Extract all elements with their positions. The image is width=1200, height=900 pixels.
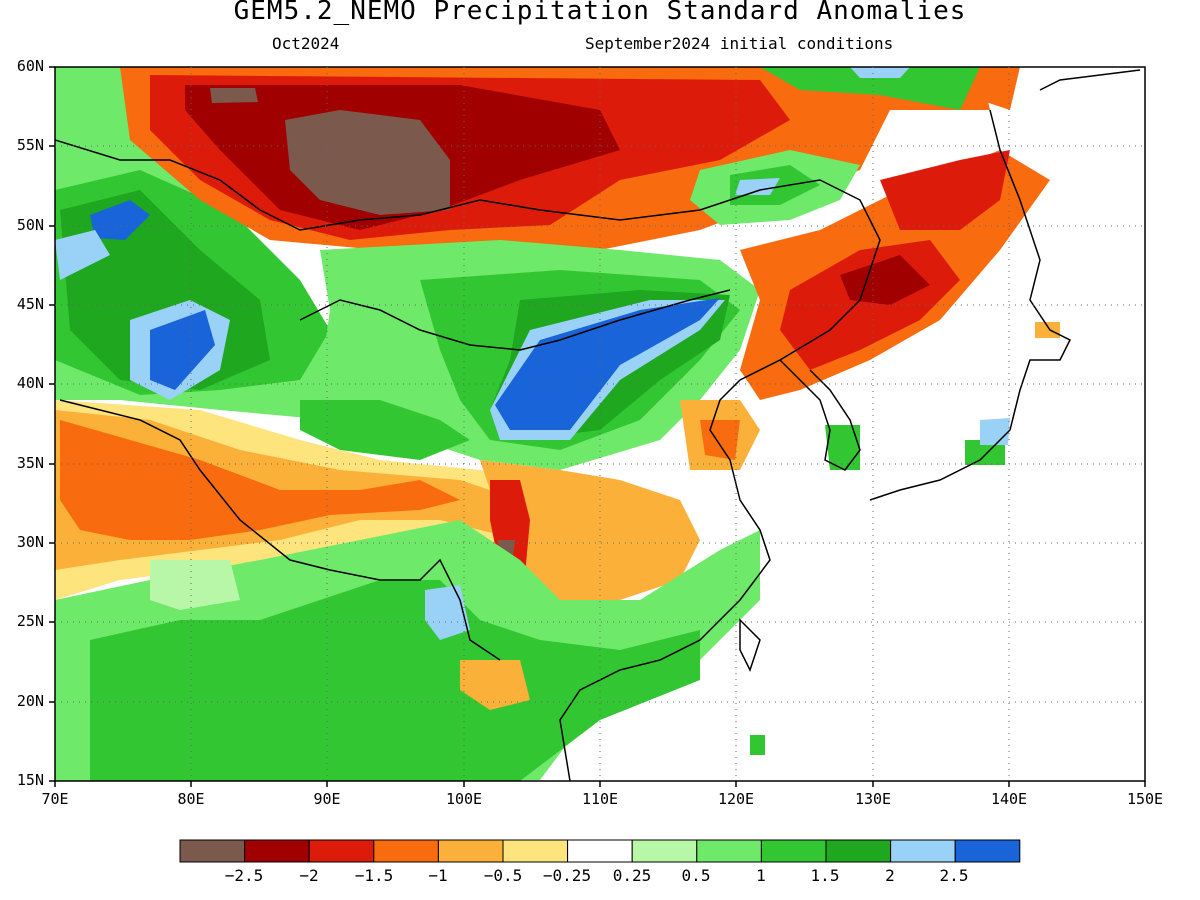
lon-label-140e: 140E <box>990 790 1028 808</box>
region-blue-mongolia <box>495 298 720 430</box>
region-brown-siberia <box>285 110 450 215</box>
region-lightblue-top <box>850 67 910 78</box>
region-red-far-ne <box>880 150 1010 230</box>
colorbar <box>179 839 1021 863</box>
colorbar-label: 0.5 <box>681 866 711 885</box>
colorbar-label: 2 <box>885 866 895 885</box>
lon-label-110e: 110E <box>581 790 619 808</box>
lat-label-60n: 60N <box>16 57 44 75</box>
region-midgreen-south <box>90 580 700 781</box>
region-lightorange-indochina <box>460 660 530 710</box>
colorbar-label: −2 <box>299 866 319 885</box>
colorbar-swatch <box>179 839 246 863</box>
colorbar-label: −1 <box>428 866 448 885</box>
colorbar-swatch <box>696 839 762 863</box>
anomaly-field <box>55 67 1145 781</box>
initial-conditions-label: September2024 initial conditions <box>585 34 894 53</box>
colorbar-swatch <box>502 839 569 863</box>
region-midgreen-tibet <box>300 400 470 460</box>
region-lightblue-nw <box>55 230 110 280</box>
colorbar-label: 2.5 <box>939 866 969 885</box>
region-brown-siberia-2 <box>210 88 258 103</box>
colorbar-swatch <box>437 839 504 863</box>
colorbar-swatch <box>567 839 633 863</box>
colorbar-label: −0.25 <box>542 866 592 885</box>
lon-label-150e: 150E <box>1126 790 1164 808</box>
lon-label-80e: 80E <box>177 790 205 808</box>
colorbar-swatch <box>825 839 892 863</box>
region-lightorange-hokkaido <box>1035 322 1060 338</box>
colorbar-swatch <box>631 839 698 863</box>
colorbar-swatch <box>760 839 827 863</box>
lon-label-120e: 120E <box>717 790 755 808</box>
lat-label-25n: 25N <box>16 612 44 630</box>
colorbar-label: 1 <box>756 866 766 885</box>
region-green-japan <box>965 440 1005 465</box>
colorbar-label: 1.5 <box>810 866 840 885</box>
colorbar-swatch <box>890 839 956 863</box>
grid-lines <box>55 67 1145 781</box>
region-lightblue-north <box>735 178 780 195</box>
lat-label-20n: 20N <box>16 692 44 710</box>
colorbar-label: −2.5 <box>224 866 264 885</box>
tick-marks <box>49 66 1146 787</box>
colorbar-label: −1.5 <box>354 866 394 885</box>
lon-label-100e: 100E <box>445 790 483 808</box>
region-blue-nw <box>90 200 150 240</box>
colorbar-swatch <box>373 839 439 863</box>
region-orange-tibet <box>60 420 460 540</box>
lon-label-130e: 130E <box>854 790 892 808</box>
map-title: GEM5.2_NEMO Precipitation Standard Anoma… <box>233 0 967 26</box>
colorbar-swatch <box>244 839 310 863</box>
region-lightblue-japan <box>980 418 1010 445</box>
region-orange-kamchatka <box>980 67 1020 110</box>
lat-label-35n: 35N <box>16 454 44 472</box>
lat-label-55n: 55N <box>16 136 44 154</box>
lon-label-70e: 70E <box>41 790 69 808</box>
region-orange-east <box>700 420 740 460</box>
region-lightgreen-india <box>150 560 240 610</box>
region-lightorange-sichuan <box>480 460 700 600</box>
colorbar-swatch <box>954 839 1021 863</box>
lon-label-90e: 90E <box>313 790 341 808</box>
colorbar-swatch <box>308 839 375 863</box>
lat-label-40n: 40N <box>16 374 44 392</box>
region-green-top <box>760 67 980 110</box>
lat-label-50n: 50N <box>16 216 44 234</box>
region-green-korea <box>825 425 860 470</box>
lat-label-45n: 45N <box>16 295 44 313</box>
lat-label-15n: 15N <box>16 771 44 789</box>
colorbar-label: 0.25 <box>612 866 652 885</box>
lat-label-30n: 30N <box>16 533 44 551</box>
region-green-taiwan <box>750 735 765 755</box>
coastlines <box>55 69 1141 781</box>
forecast-month: Oct2024 <box>272 34 340 53</box>
colorbar-label: −0.5 <box>483 866 523 885</box>
region-blue-kaz <box>150 310 215 390</box>
